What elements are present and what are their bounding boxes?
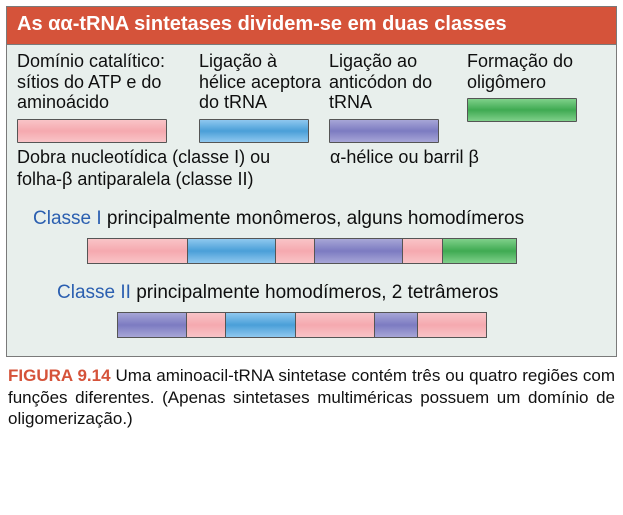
segment-purple [118,313,187,337]
segment-pink [418,313,486,337]
class2-bar [117,312,487,338]
col-oligomer: Formação do oligômero [467,51,597,143]
bar-anticodon [329,119,439,143]
sublabel-right: α-hélice ou barril β [330,147,606,190]
segment-blue [188,239,275,263]
sublabel-left: Dobra nucleotídica (classe I) ou folha-β… [17,147,320,190]
class2-line: Classe II principalmente homodímeros, 2 … [17,282,606,304]
class1-line: Classe I principalmente monômeros, algun… [17,208,606,230]
col-label: Ligação ao anticódon do tRNA [329,51,461,113]
segment-purple [315,239,402,263]
bar-acceptor [199,119,309,143]
class1-bar [87,238,517,264]
domain-columns: Domínio catalítico: sítios do ATP e do a… [17,51,606,143]
bar-oligomer [467,98,577,122]
col-label: Ligação à hélice aceptora do tRNA [199,51,323,113]
segment-pink [88,239,188,263]
sublabel-row: Dobra nucleotídica (classe I) ou folha-β… [17,147,606,190]
segment-green [443,239,516,263]
panel-content: Domínio catalítico: sítios do ATP e do a… [7,45,616,356]
class2-label: Classe II [57,282,131,303]
segment-pink [187,313,226,337]
segment-pink [403,239,443,263]
col-label: Formação do oligômero [467,51,597,92]
diagram-panel: As αα-tRNA sintetases dividem-se em duas… [6,6,617,357]
segment-blue [226,313,295,337]
class2-desc: principalmente homodímeros, 2 tetrâmeros [131,282,499,303]
figure-caption: FIGURA 9.14 Uma aminoacil-tRNA sintetase… [6,365,617,429]
col-catalytic: Domínio catalítico: sítios do ATP e do a… [17,51,193,143]
class1-desc: principalmente monômeros, alguns homodím… [102,208,524,229]
segment-pink [276,239,316,263]
col-label: Domínio catalítico: sítios do ATP e do a… [17,51,193,113]
panel-title: As αα-tRNA sintetases dividem-se em duas… [7,7,616,45]
col-anticodon: Ligação ao anticódon do tRNA [329,51,461,143]
segment-purple [375,313,417,337]
bar-catalytic [17,119,167,143]
segment-pink [296,313,376,337]
col-acceptor: Ligação à hélice aceptora do tRNA [199,51,323,143]
class1-label: Classe I [33,208,102,229]
figure-label: FIGURA 9.14 [8,366,111,385]
